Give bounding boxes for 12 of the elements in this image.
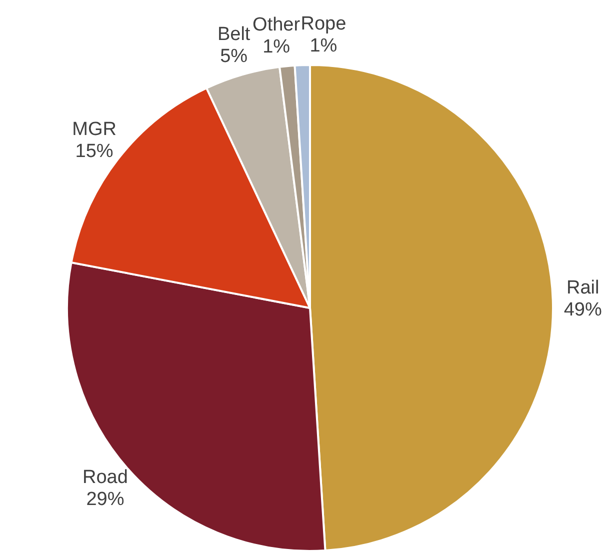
slice-label: Other <box>252 14 301 36</box>
data-label: 49% <box>564 300 602 321</box>
data-label: 1% <box>310 35 338 56</box>
data-label: 5% <box>220 46 248 68</box>
data-label: 1% <box>262 36 290 58</box>
slice-label: Rail <box>566 278 600 299</box>
slice-label: Belt <box>217 24 251 46</box>
slice-label: Road <box>82 466 128 488</box>
data-label: 29% <box>86 488 124 510</box>
slice-label: MGR <box>72 118 116 140</box>
data-label: 15% <box>75 140 114 162</box>
slice-label: Rope <box>300 13 346 34</box>
